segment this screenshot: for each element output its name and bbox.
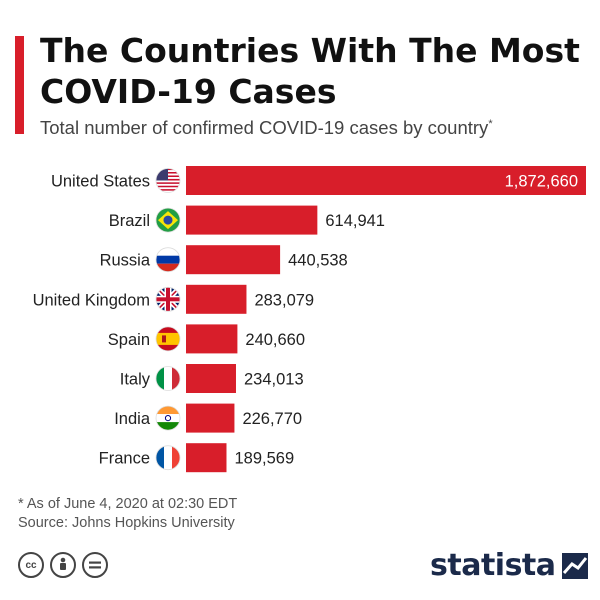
value-label: 189,569 bbox=[234, 450, 294, 468]
license-icons: cc bbox=[18, 552, 108, 578]
bar-united-kingdom bbox=[186, 284, 247, 314]
subtitle-text: Total number of confirmed COVID-19 cases… bbox=[40, 117, 489, 138]
category-label: Brazil bbox=[109, 212, 150, 230]
category-label: Spain bbox=[108, 331, 150, 349]
source-note: Source: Johns Hopkins University bbox=[18, 515, 235, 531]
category-label: France bbox=[99, 450, 150, 468]
uk-flag-icon bbox=[155, 286, 181, 312]
statista-logo-icon bbox=[561, 552, 588, 579]
category-label: United States bbox=[51, 173, 150, 191]
bar-united-states bbox=[186, 166, 586, 195]
bar-chart: United States 1,872,660 Brazil 614,941 Russi… bbox=[33, 166, 586, 473]
bar-russia bbox=[186, 245, 281, 275]
value-label: 440,538 bbox=[288, 252, 348, 270]
category-label: United Kingdom bbox=[33, 291, 150, 309]
subtitle-footnote-marker: * bbox=[488, 117, 493, 130]
value-label: 234,013 bbox=[244, 371, 304, 389]
value-label: 226,770 bbox=[242, 410, 302, 428]
brand-name: statista bbox=[430, 548, 556, 583]
value-label: 240,660 bbox=[245, 331, 305, 349]
category-label: India bbox=[114, 410, 151, 428]
value-label: 1,872,660 bbox=[505, 173, 578, 191]
spain-flag-icon bbox=[155, 326, 181, 352]
footnote: * As of June 4, 2020 at 02:30 EDT bbox=[18, 496, 238, 512]
us-flag-icon bbox=[155, 168, 181, 193]
india-flag-icon bbox=[155, 405, 181, 431]
creative-commons-icon[interactable]: cc bbox=[18, 552, 44, 578]
value-label: 283,079 bbox=[254, 291, 314, 309]
france-flag-icon bbox=[155, 445, 181, 471]
statista-logo[interactable]: statista bbox=[430, 548, 588, 583]
russia-flag-icon bbox=[155, 247, 181, 273]
no-derivatives-icon[interactable] bbox=[82, 552, 108, 578]
chart-subtitle: Total number of confirmed COVID-19 cases… bbox=[40, 117, 585, 139]
brazil-flag-icon bbox=[155, 207, 181, 233]
bar-france bbox=[186, 443, 227, 473]
bar-spain bbox=[186, 324, 238, 354]
category-label: Italy bbox=[120, 371, 151, 389]
value-label: 614,941 bbox=[325, 212, 385, 230]
chart-title: The Countries With The Most COVID-19 Cas… bbox=[40, 31, 580, 111]
title-accent-bar bbox=[15, 36, 24, 134]
category-label: Russia bbox=[100, 252, 151, 270]
italy-flag-icon bbox=[155, 366, 181, 391]
bar-india bbox=[186, 403, 235, 433]
bar-italy bbox=[186, 364, 236, 393]
bar-brazil bbox=[186, 205, 318, 235]
attribution-icon[interactable] bbox=[50, 552, 76, 578]
